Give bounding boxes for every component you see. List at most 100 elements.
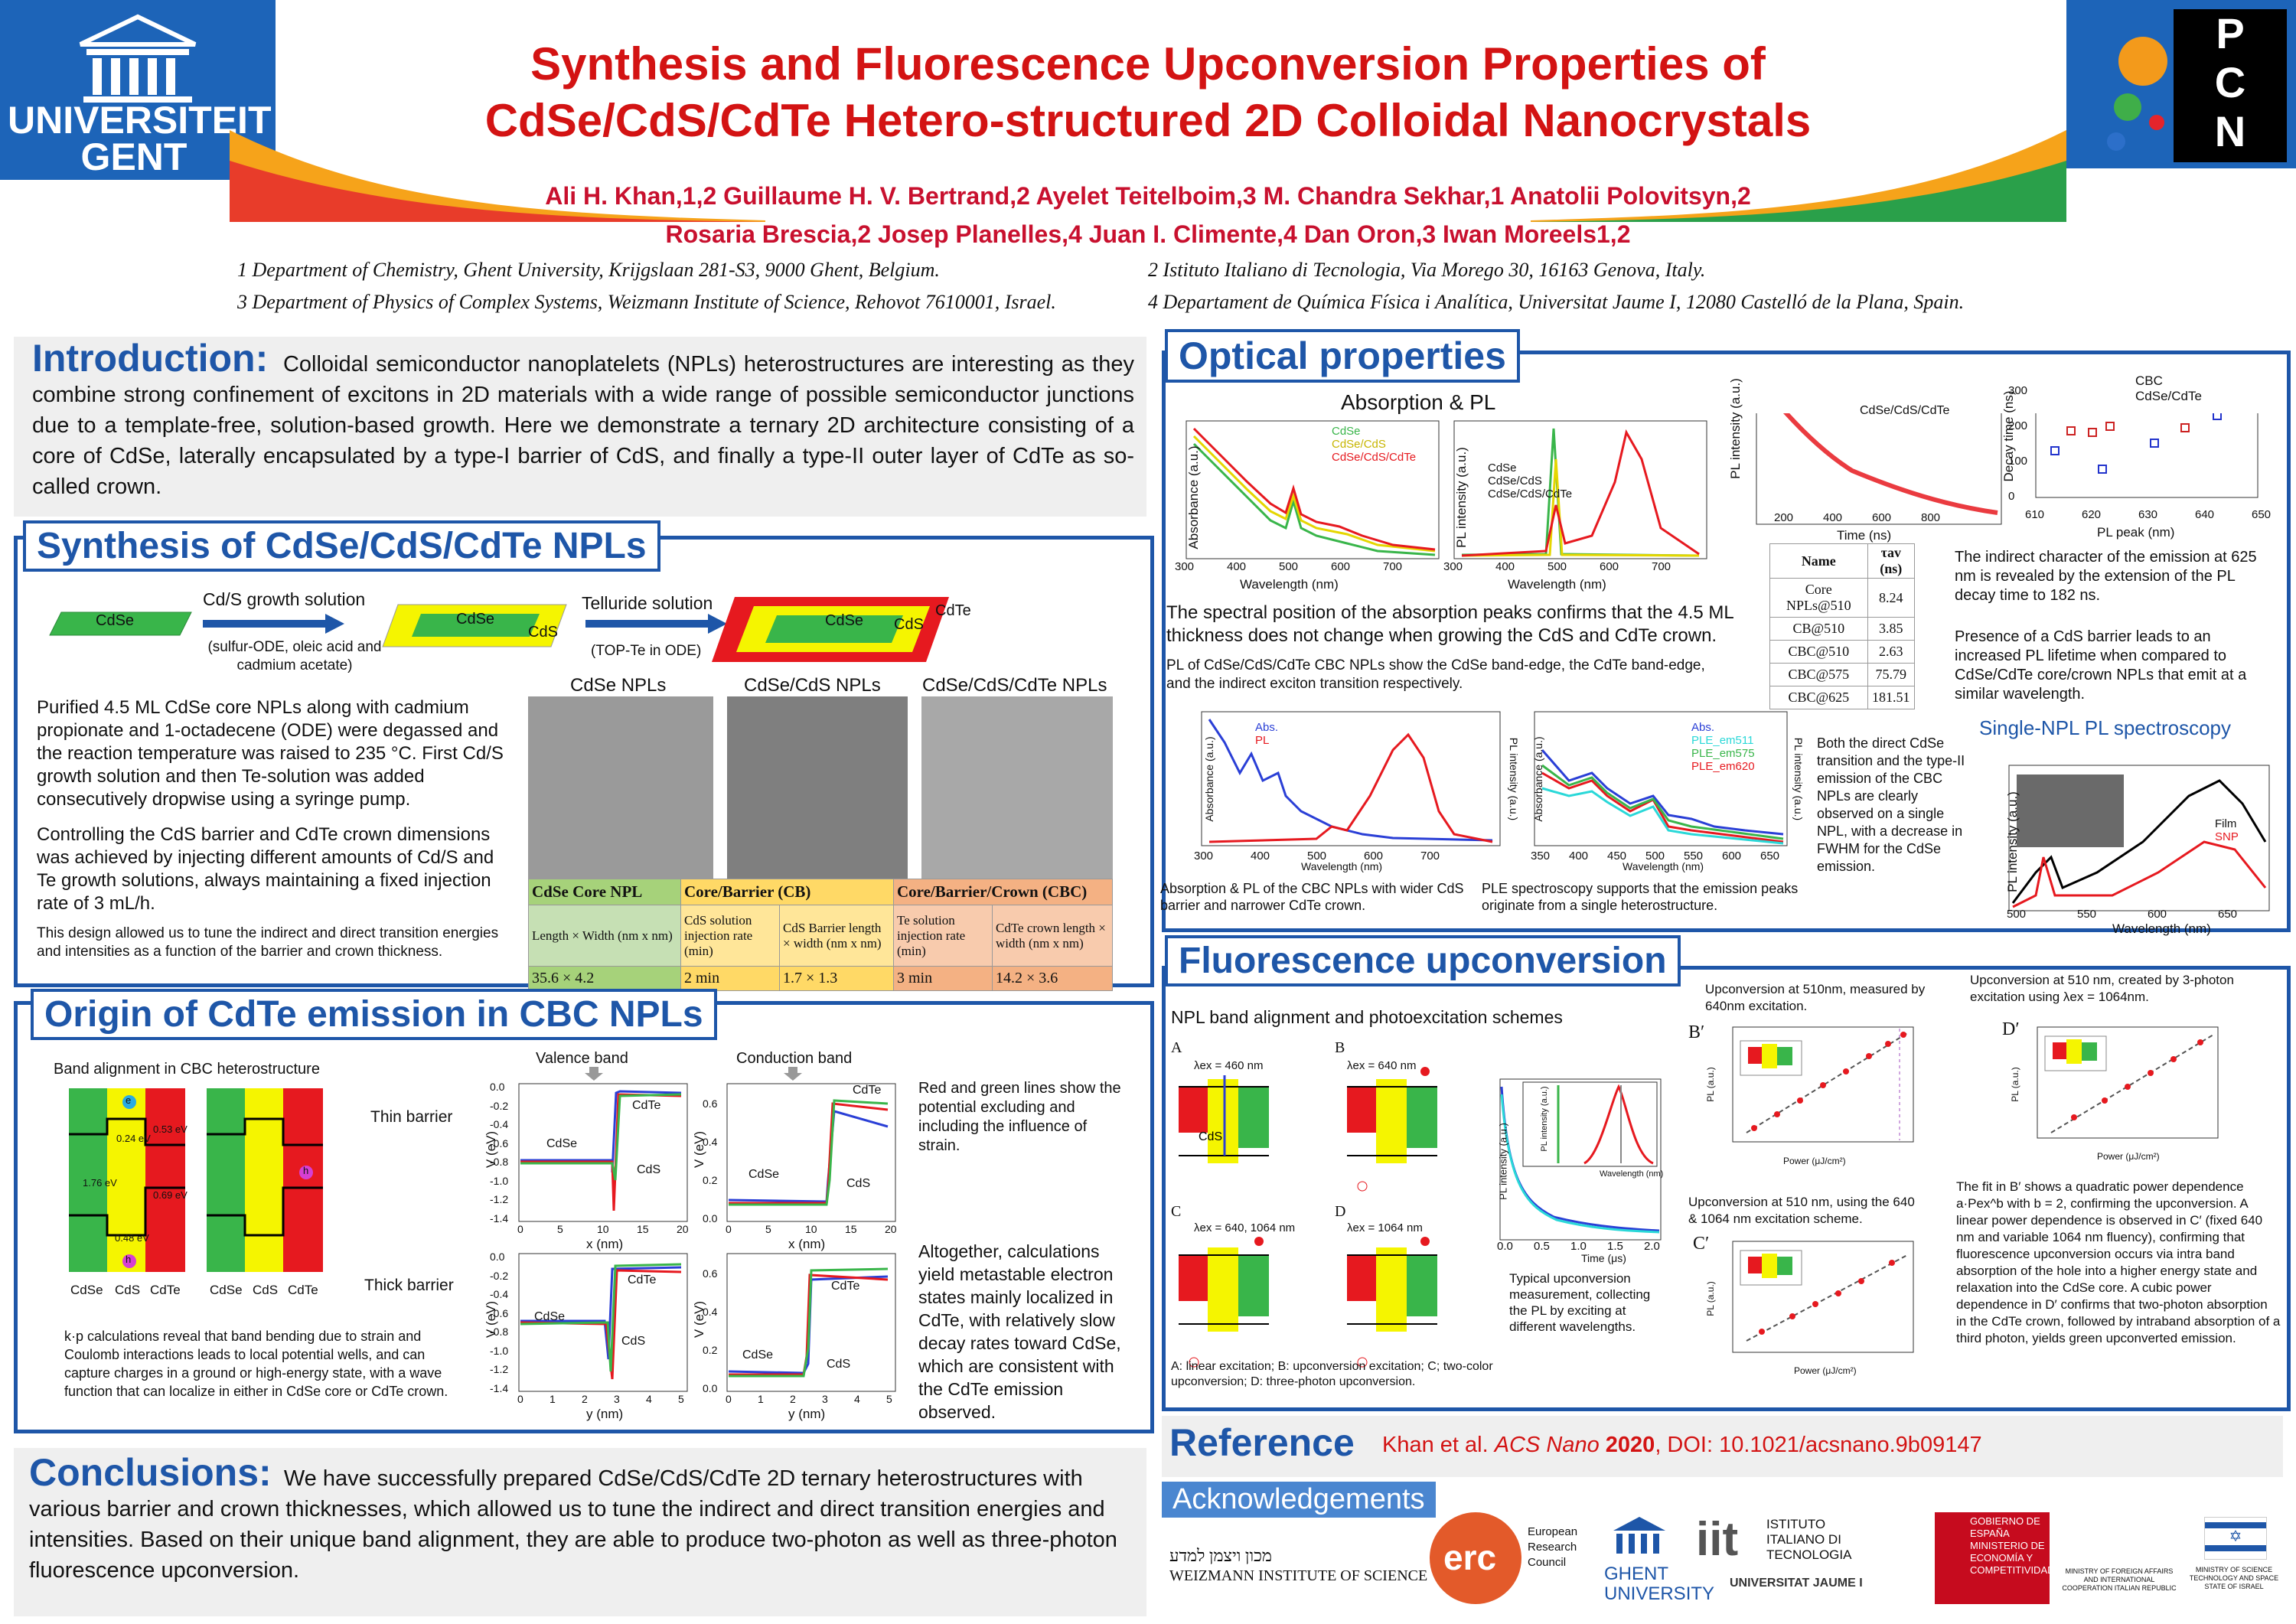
pot-ytick-cond-thin: 0.0: [703, 1212, 718, 1225]
dt-point-cbc-1: [2066, 426, 2076, 435]
dt-xtick: 630: [2138, 508, 2158, 521]
abs-legend: CdSe CdSe/CdS CdSe/CdS/CdTe: [1332, 425, 1416, 464]
dt-xtick: 640: [2195, 508, 2215, 521]
dt-legend: CBC CdSe/CdTe: [2135, 373, 2202, 404]
header-wave-right: [1531, 130, 2066, 222]
band-label-cds-2: CdS: [253, 1283, 279, 1297]
calc-text: Altogether, calculations yield metastabl…: [918, 1241, 1121, 1422]
pot-ytick-cond-thick: 0.0: [703, 1382, 718, 1394]
single-ylabel: PL intensity (a.u.): [2005, 791, 2020, 892]
pot-lbl-cds-2: CdS: [846, 1177, 871, 1190]
cbc-xtick: 600: [1364, 850, 1384, 863]
panel-d-label: D: [1335, 1203, 1346, 1220]
potential-plots: [518, 1067, 896, 1392]
tem-image-cb: [727, 696, 908, 879]
scheme-step1: Cd/S growth solution: [203, 589, 366, 609]
pot-xtick-val-thick: 3: [614, 1393, 620, 1405]
reference-doi[interactable]: , DOI: 10.1021/acsnano.9b09147: [1655, 1433, 1982, 1457]
barrier-text: Presence of a CdS barrier leads to an in…: [1955, 628, 2247, 703]
scheme-step1-sub: (sulfur-ODE, oleic acid and cadmium acet…: [207, 639, 382, 673]
strain-lines-text: Red and green lines show the potential e…: [918, 1080, 1121, 1154]
b-ylabel: PL (a.u.): [1704, 1067, 1716, 1102]
pot-ytick-val-thick: -1.0: [490, 1344, 509, 1357]
cbc-ylabel: Absorbance (a.u.): [1203, 736, 1215, 822]
b-xlabel: Power (μJ/cm²): [1783, 1156, 1846, 1166]
pot-xlabel-1: x (nm): [586, 1237, 624, 1251]
jaume-logo: UNIVERSITAT JAUME I: [1730, 1577, 1863, 1590]
pot-ytick-val-thin: -1.0: [490, 1174, 509, 1187]
energy-label-2: 0.53 eV: [153, 1123, 188, 1135]
scheme-step2-sub: (TOP-Te in ODE): [591, 643, 702, 659]
iit-caption: ISTITUTO ITALIANO DI TECNOLOGIA: [1766, 1517, 1852, 1562]
tau-r1-name: Core NPLs@510: [1769, 578, 1868, 618]
table-s2: CdS solution injection rate (min): [680, 905, 780, 967]
reference-heading: Reference: [1169, 1421, 1355, 1464]
pot-xtick-val-thick: 5: [678, 1393, 684, 1405]
pot-xtick-cond-thick: 3: [822, 1393, 828, 1405]
ple-xtick: 550: [1684, 850, 1704, 863]
band-label-cdse-2: CdSe: [210, 1283, 243, 1297]
introduction-section: Introduction: Colloidal semiconductor na…: [14, 337, 1146, 517]
reference-year: 2020: [1605, 1433, 1655, 1457]
upconversion-decay-plot: [1499, 1078, 1662, 1241]
poster-title-line1: Synthesis and Fluorescence Upconversion …: [530, 38, 1766, 90]
pcn-letter-c: C: [2214, 58, 2246, 106]
dt-ytick: 0: [2008, 490, 2015, 503]
pot-xtick-val-thin: 0: [517, 1223, 523, 1235]
ple-legend: Abs. PLE_em511 PLE_em575 PLE_em620: [1691, 721, 1755, 773]
cbc-xtick: 700: [1420, 850, 1440, 863]
pot-ytick-val-thick: -1.2: [490, 1363, 509, 1375]
pot-xtick-cond-thick: 2: [790, 1393, 796, 1405]
optical-heading: Optical properties: [1165, 329, 1520, 383]
energy-label-3: 1.76 eV: [83, 1177, 117, 1189]
panel-a-label: A: [1171, 1039, 1182, 1056]
cbc-xtick: 300: [1194, 850, 1214, 863]
lambda-a: λex = 460 nm: [1194, 1059, 1264, 1072]
conduction-band-label: Conduction band: [736, 1050, 853, 1067]
single-legend-snp: SNP: [2215, 830, 2239, 843]
tau-r2-val: 3.85: [1867, 617, 1916, 641]
cbc-ylabel-right: PL intensity (a.u.): [1508, 737, 1520, 821]
pot-xtick-cond-thin: 0: [726, 1223, 732, 1235]
decay-legend: CdSe/CdS/CdTe: [1860, 404, 1950, 417]
ple-ylabel-right: PL intensity (a.u.): [1792, 737, 1805, 821]
tem-label-cbc: CdSe/CdS/CdTe NPLs: [922, 675, 1107, 696]
dt-point-cbc-4: [2180, 423, 2190, 432]
pot-lbl-cds-1: CdS: [637, 1163, 661, 1176]
abs-xtick: 700: [1383, 560, 1403, 573]
abs-xtick: 300: [1175, 560, 1195, 573]
cbc-legend-abs: Abs.: [1255, 721, 1279, 734]
indirect-text: The indirect character of the emission a…: [1955, 549, 2257, 604]
pcn-letter-p: P: [2216, 9, 2245, 57]
scheme-cdse-1: CdSe: [96, 612, 135, 629]
dt-point-cc-2: [2098, 465, 2107, 474]
tau-r5-val: 181.51: [1867, 686, 1916, 709]
pot-xtick-cond-thick: 4: [854, 1393, 860, 1405]
hole-label-2: h: [303, 1165, 309, 1176]
scheme-c: [1179, 1237, 1269, 1368]
pl-xtick: 700: [1652, 560, 1671, 573]
ple-legend-511: PLE_em511: [1691, 734, 1754, 747]
table-v5: 14.2 × 3.6: [992, 966, 1113, 991]
ple-xtick: 450: [1607, 850, 1627, 863]
erc-logo-text: erc: [1443, 1538, 1497, 1577]
ple-legend-620: PLE_em620: [1691, 760, 1755, 773]
affiliation-2: 2 Istituto Italiano di Tecnologia, Via M…: [1148, 259, 1706, 281]
time-xtick: 1.5: [1607, 1240, 1623, 1253]
origin-heading: Origin of CdTe emission in CBC NPLs: [31, 989, 717, 1040]
pot-ytick-val-thick: 0.0: [490, 1251, 505, 1263]
dt-point-cc-3: [2150, 439, 2159, 448]
typical-text: Typical upconversion measurement, collec…: [1509, 1271, 1651, 1334]
dt-xtick: 650: [2252, 508, 2272, 521]
tem-label-cb: CdSe/CdS NPLs: [744, 675, 881, 696]
lambda-c: λex = 640, 1064 nm: [1194, 1221, 1296, 1234]
dt-ytick: 200: [2008, 419, 2028, 432]
dt-ytick: 100: [2008, 455, 2028, 468]
tem-image-cdse: [528, 696, 713, 879]
scheme-cdse-3: CdSe: [825, 612, 864, 629]
decay-xlabel: Time (ns): [1837, 528, 1892, 543]
pot-xtick-val-thick: 1: [550, 1393, 556, 1405]
dt-ytick: 300: [2008, 384, 2028, 397]
table-v3: 1.7 × 1.3: [779, 966, 894, 991]
single-xlabel: Wavelength (nm): [2112, 921, 2211, 936]
